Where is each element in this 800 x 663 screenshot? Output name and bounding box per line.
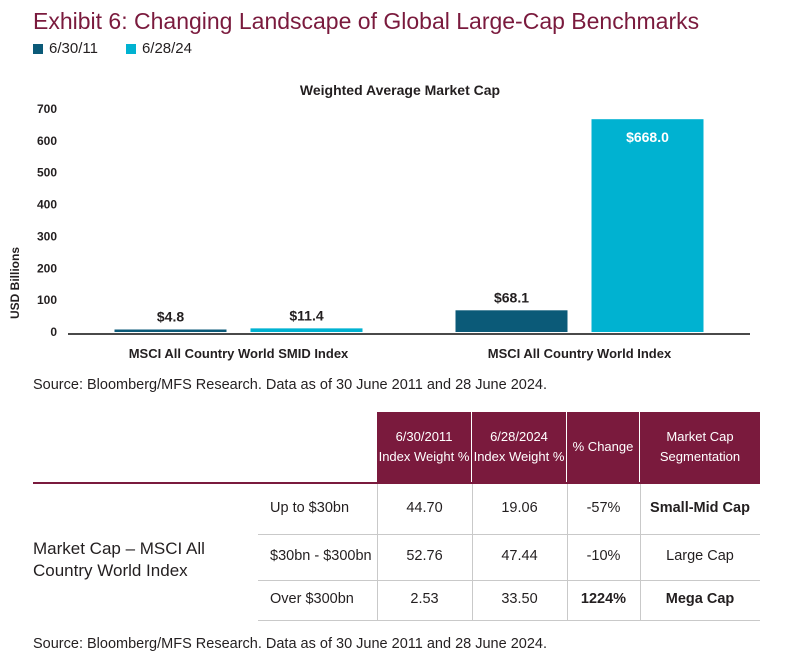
table-row-group-label: Market Cap – MSCI All Country World Inde… <box>33 539 205 581</box>
chart-title: Weighted Average Market Cap <box>300 82 500 98</box>
table-cell-segment: Small-Mid Cap <box>650 500 750 516</box>
y-tick-label: 700 <box>37 102 57 116</box>
bar-value-label: $668.0 <box>626 129 669 145</box>
legend-swatch-2011 <box>33 43 43 54</box>
table-divider <box>567 484 568 620</box>
x-category-label: MSCI All Country World Index <box>488 346 672 361</box>
table-cell-2011: 44.70 <box>406 500 443 516</box>
table-header-2011-line2: Index Weight % <box>378 449 470 464</box>
table-header-change-line1: % Change <box>572 438 634 454</box>
y-tick-label: 500 <box>37 166 57 180</box>
bar-value-label: $68.1 <box>494 289 529 305</box>
bar <box>250 328 363 332</box>
source-note-bottom: Source: Bloomberg/MFS Research. Data as … <box>33 636 547 652</box>
table-header-2011-line1: 6/30/2011 <box>395 428 453 444</box>
y-tick-label: 300 <box>37 229 57 243</box>
table-cell-range: Up to $30bn <box>270 500 350 516</box>
bar-chart: Weighted Average Market Cap USD Billions… <box>8 82 750 361</box>
table-header-seg-line1: Market Cap <box>666 428 734 444</box>
table-cell-range: Over $300bn <box>270 591 354 607</box>
bar-value-label: $4.8 <box>157 309 184 325</box>
table-row-divider <box>258 580 760 581</box>
table-row-divider <box>258 620 760 621</box>
y-axis-ticks: 0 100 200 300 400 500 600 700 <box>37 102 57 339</box>
table-header-2024-line2: Index Weight % <box>473 449 565 464</box>
table-divider <box>640 484 641 620</box>
table-cell-change: 1224% <box>580 591 627 607</box>
table-divider <box>377 484 378 620</box>
table-cell-2024: 19.06 <box>501 500 538 516</box>
y-tick-label: 400 <box>37 198 57 212</box>
bar <box>114 329 227 332</box>
table-cell-change: -10% <box>586 548 621 564</box>
chart-legend: 6/30/11 6/28/24 <box>33 40 192 57</box>
table-cell-change: -57% <box>586 500 621 516</box>
bar-marks <box>114 119 704 332</box>
y-tick-label: 600 <box>37 134 57 148</box>
table-header-seg-line2: Segmentation <box>659 449 741 464</box>
bar <box>591 119 704 332</box>
legend-item-2024: 6/28/24 <box>125 40 192 57</box>
table-header-rule <box>33 482 760 484</box>
table-cell-2024: 33.50 <box>501 591 538 607</box>
table-cell-segment: Mega Cap <box>665 591 735 607</box>
table-header-2011-weight: 6/30/2011 Index Weight % <box>377 412 472 482</box>
exhibit-title: Exhibit 6: Changing Landscape of Global … <box>33 8 700 34</box>
y-tick-label: 0 <box>50 325 57 339</box>
table-header-pct-change: % Change <box>567 412 640 482</box>
bar-value-labels: $4.8 $11.4 $68.1 $668.0 <box>157 129 669 324</box>
table-cell-2011: 2.53 <box>410 591 439 607</box>
table-cell-2011: 52.76 <box>406 548 443 564</box>
y-tick-label: 100 <box>37 293 57 307</box>
legend-label-2011: 6/30/11 <box>49 40 98 57</box>
table-cell-2024: 47.44 <box>501 548 538 564</box>
table-divider <box>472 484 473 620</box>
table-cell-segment: Large Cap <box>666 548 734 564</box>
source-note-top: Source: Bloomberg/MFS Research. Data as … <box>33 377 547 393</box>
table-header-2024-line1: 6/28/2024 <box>490 428 548 444</box>
table-row-divider <box>258 534 760 535</box>
legend-label-2024: 6/28/24 <box>141 40 192 57</box>
x-category-label: MSCI All Country World SMID Index <box>129 346 349 361</box>
x-axis-categories: MSCI All Country World SMID Index MSCI Al… <box>129 346 672 361</box>
y-axis-title: USD Billions <box>8 247 22 319</box>
y-tick-label: 200 <box>37 261 57 275</box>
legend-swatch-2024 <box>125 43 136 54</box>
legend-item-2011: 6/30/11 <box>33 40 98 57</box>
table-header-2024-weight: 6/28/2024 Index Weight % <box>472 412 567 482</box>
table-header-segmentation: Market Cap Segmentation <box>640 412 760 482</box>
bar <box>455 310 568 332</box>
bar-value-label: $11.4 <box>289 307 323 323</box>
table-cell-range: $30bn - $300bn <box>270 548 372 564</box>
